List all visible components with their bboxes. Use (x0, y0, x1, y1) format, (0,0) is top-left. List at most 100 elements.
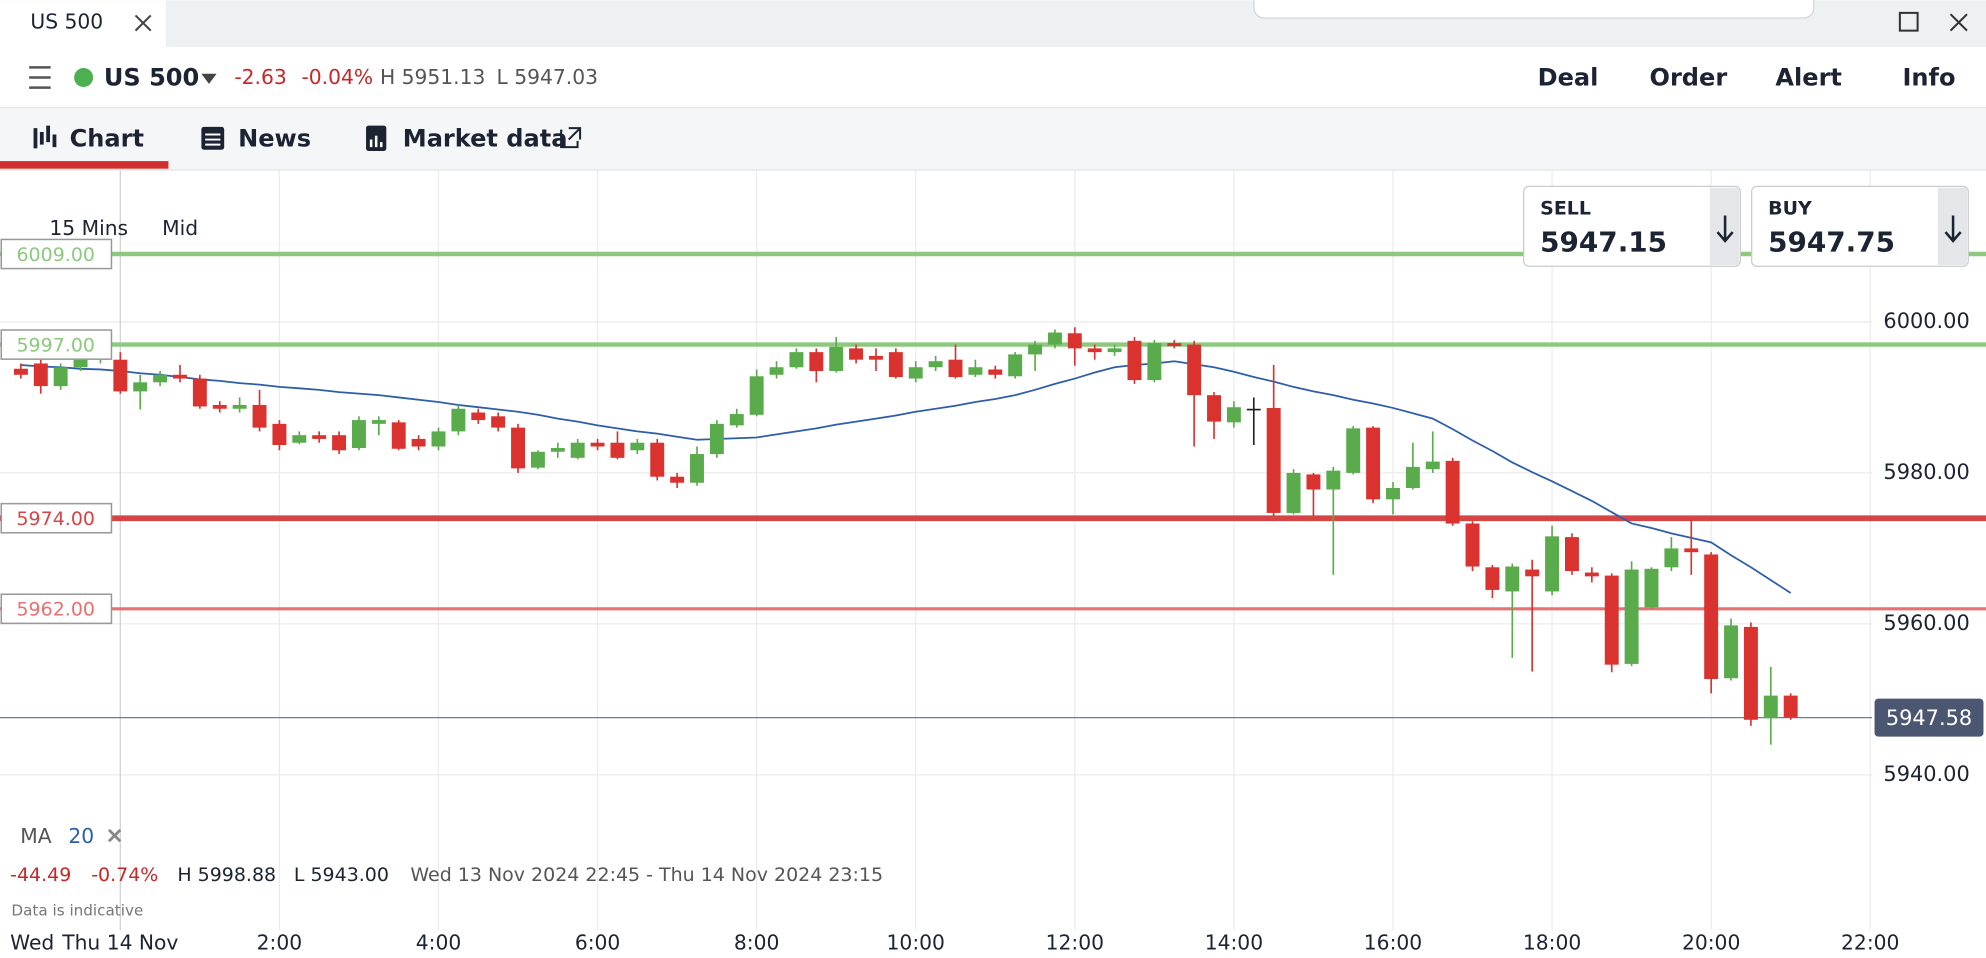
candle-body (133, 382, 148, 392)
buy-label: BUY (1768, 198, 1812, 220)
candle-body (1704, 554, 1719, 680)
tab[interactable]: Market data (403, 125, 568, 153)
price-type[interactable]: Mid (162, 216, 198, 240)
plot: 5940.00 5960.00 5980.00 6000.00 6009.00 5997.… (0, 170, 1986, 932)
candle-body (1008, 354, 1023, 377)
candle-body (829, 346, 844, 372)
candle-body (1763, 695, 1778, 719)
high: H 5951.13 (380, 65, 485, 89)
candle-body (789, 352, 804, 368)
window-tab[interactable] (0, 0, 166, 48)
change: -2.63 (234, 65, 286, 89)
x-tick-label-bg (1360, 930, 1426, 955)
tab[interactable]: Chart (70, 125, 144, 153)
candle-body (1783, 695, 1798, 718)
active-tab-indicator (0, 161, 169, 169)
candle-body (1346, 428, 1361, 473)
indicator-remove[interactable] (107, 828, 122, 843)
x-tick-label-bg (1678, 930, 1745, 955)
candle-body (749, 376, 764, 415)
candle-body (1087, 348, 1102, 353)
candle-body (53, 367, 68, 387)
x-tick-label: 8:00 (734, 930, 779, 954)
candle-body (1306, 474, 1321, 490)
candle-body (391, 422, 406, 449)
candle-body (769, 367, 784, 375)
tab[interactable]: News (238, 125, 311, 153)
candle-body (610, 442, 625, 458)
candle-body (849, 348, 864, 360)
instrument[interactable]: US 500 (104, 64, 199, 92)
action[interactable]: Order (1650, 64, 1728, 92)
candle-body (212, 404, 227, 409)
period-low: L 5943.00 (294, 864, 389, 886)
x-tick-label: 20:00 (1682, 930, 1740, 954)
menu-icon[interactable] (29, 66, 51, 89)
interval[interactable]: 15 Mins (49, 216, 128, 240)
indicator-name: MA (20, 824, 51, 848)
y-tick-label: 5940.00 (1883, 762, 1969, 786)
candle-body (1187, 344, 1202, 396)
change-pct: -0.04% (301, 65, 373, 89)
low: L 5947.03 (497, 65, 598, 89)
candle-body (988, 369, 1003, 375)
y-tick-label: 6000.00 (1883, 309, 1969, 333)
x-tick-label: 12:00 (1046, 930, 1104, 954)
level-label-box (0, 502, 113, 534)
x-tick-label: 22:00 (1841, 930, 1899, 954)
candle-body (908, 367, 923, 379)
popup-edge (1253, 0, 1815, 19)
close-button[interactable] (1949, 13, 1968, 32)
candle-body (1266, 408, 1281, 513)
last-price-label: 5947.58 (1886, 706, 1972, 730)
candle-body (1366, 427, 1381, 500)
tab-close[interactable] (134, 14, 152, 32)
indicator-period[interactable]: 20 (68, 824, 94, 848)
candle-body (371, 420, 386, 424)
sell-label: SELL (1540, 198, 1591, 220)
candle-body (1545, 536, 1560, 592)
x-tick-label: 18:00 (1523, 930, 1581, 954)
level-label-box (0, 593, 113, 625)
chart-icon (33, 125, 57, 149)
candle-body (252, 404, 267, 428)
period-range: Wed 13 Nov 2024 22:45 - Thu 14 Nov 2024 … (410, 864, 883, 886)
x-tick-label: 4:00 (416, 930, 461, 954)
buy-box[interactable]: BUY 5947.75 (1751, 185, 1969, 267)
candle-body (1386, 488, 1400, 500)
news-icon-lines (205, 133, 221, 146)
x-tick-label: 6:00 (575, 930, 620, 954)
action[interactable]: Alert (1775, 64, 1842, 92)
sell-price: 5947.15 (1540, 225, 1667, 258)
action[interactable]: Deal (1538, 64, 1599, 92)
candle-body (1445, 460, 1460, 524)
dropdown-icon[interactable] (201, 73, 217, 84)
y-tick-label: 5980.00 (1883, 460, 1969, 484)
candle-body (1028, 344, 1043, 355)
candle-body (1405, 466, 1420, 489)
x-tick-label-bg (411, 930, 466, 955)
candle-body (1465, 523, 1480, 567)
candle-body (1107, 348, 1122, 353)
candle-body (650, 442, 665, 477)
candle-body (1147, 343, 1162, 381)
moving-average (20, 360, 1792, 594)
x-tick-label-bg (730, 930, 784, 955)
maximize-button[interactable] (1898, 11, 1919, 32)
x-tick-label: 2:00 (257, 930, 302, 954)
external-link-icon (560, 127, 582, 149)
candle-body (590, 442, 605, 447)
sell-box[interactable]: SELL 5947.15 (1523, 185, 1741, 267)
candle-body (1326, 470, 1341, 490)
action[interactable]: Info (1902, 64, 1955, 92)
candle-body (1525, 569, 1540, 577)
x-tick-label-bg (1519, 930, 1586, 955)
level-label: 5974.00 (16, 508, 95, 530)
candle-body (173, 374, 187, 379)
candle-body (73, 359, 88, 368)
x-tick-label-bg (1200, 930, 1267, 955)
candle-body (1047, 332, 1062, 345)
candle-body (1127, 340, 1142, 381)
x-tick-label: 16:00 (1364, 930, 1422, 954)
